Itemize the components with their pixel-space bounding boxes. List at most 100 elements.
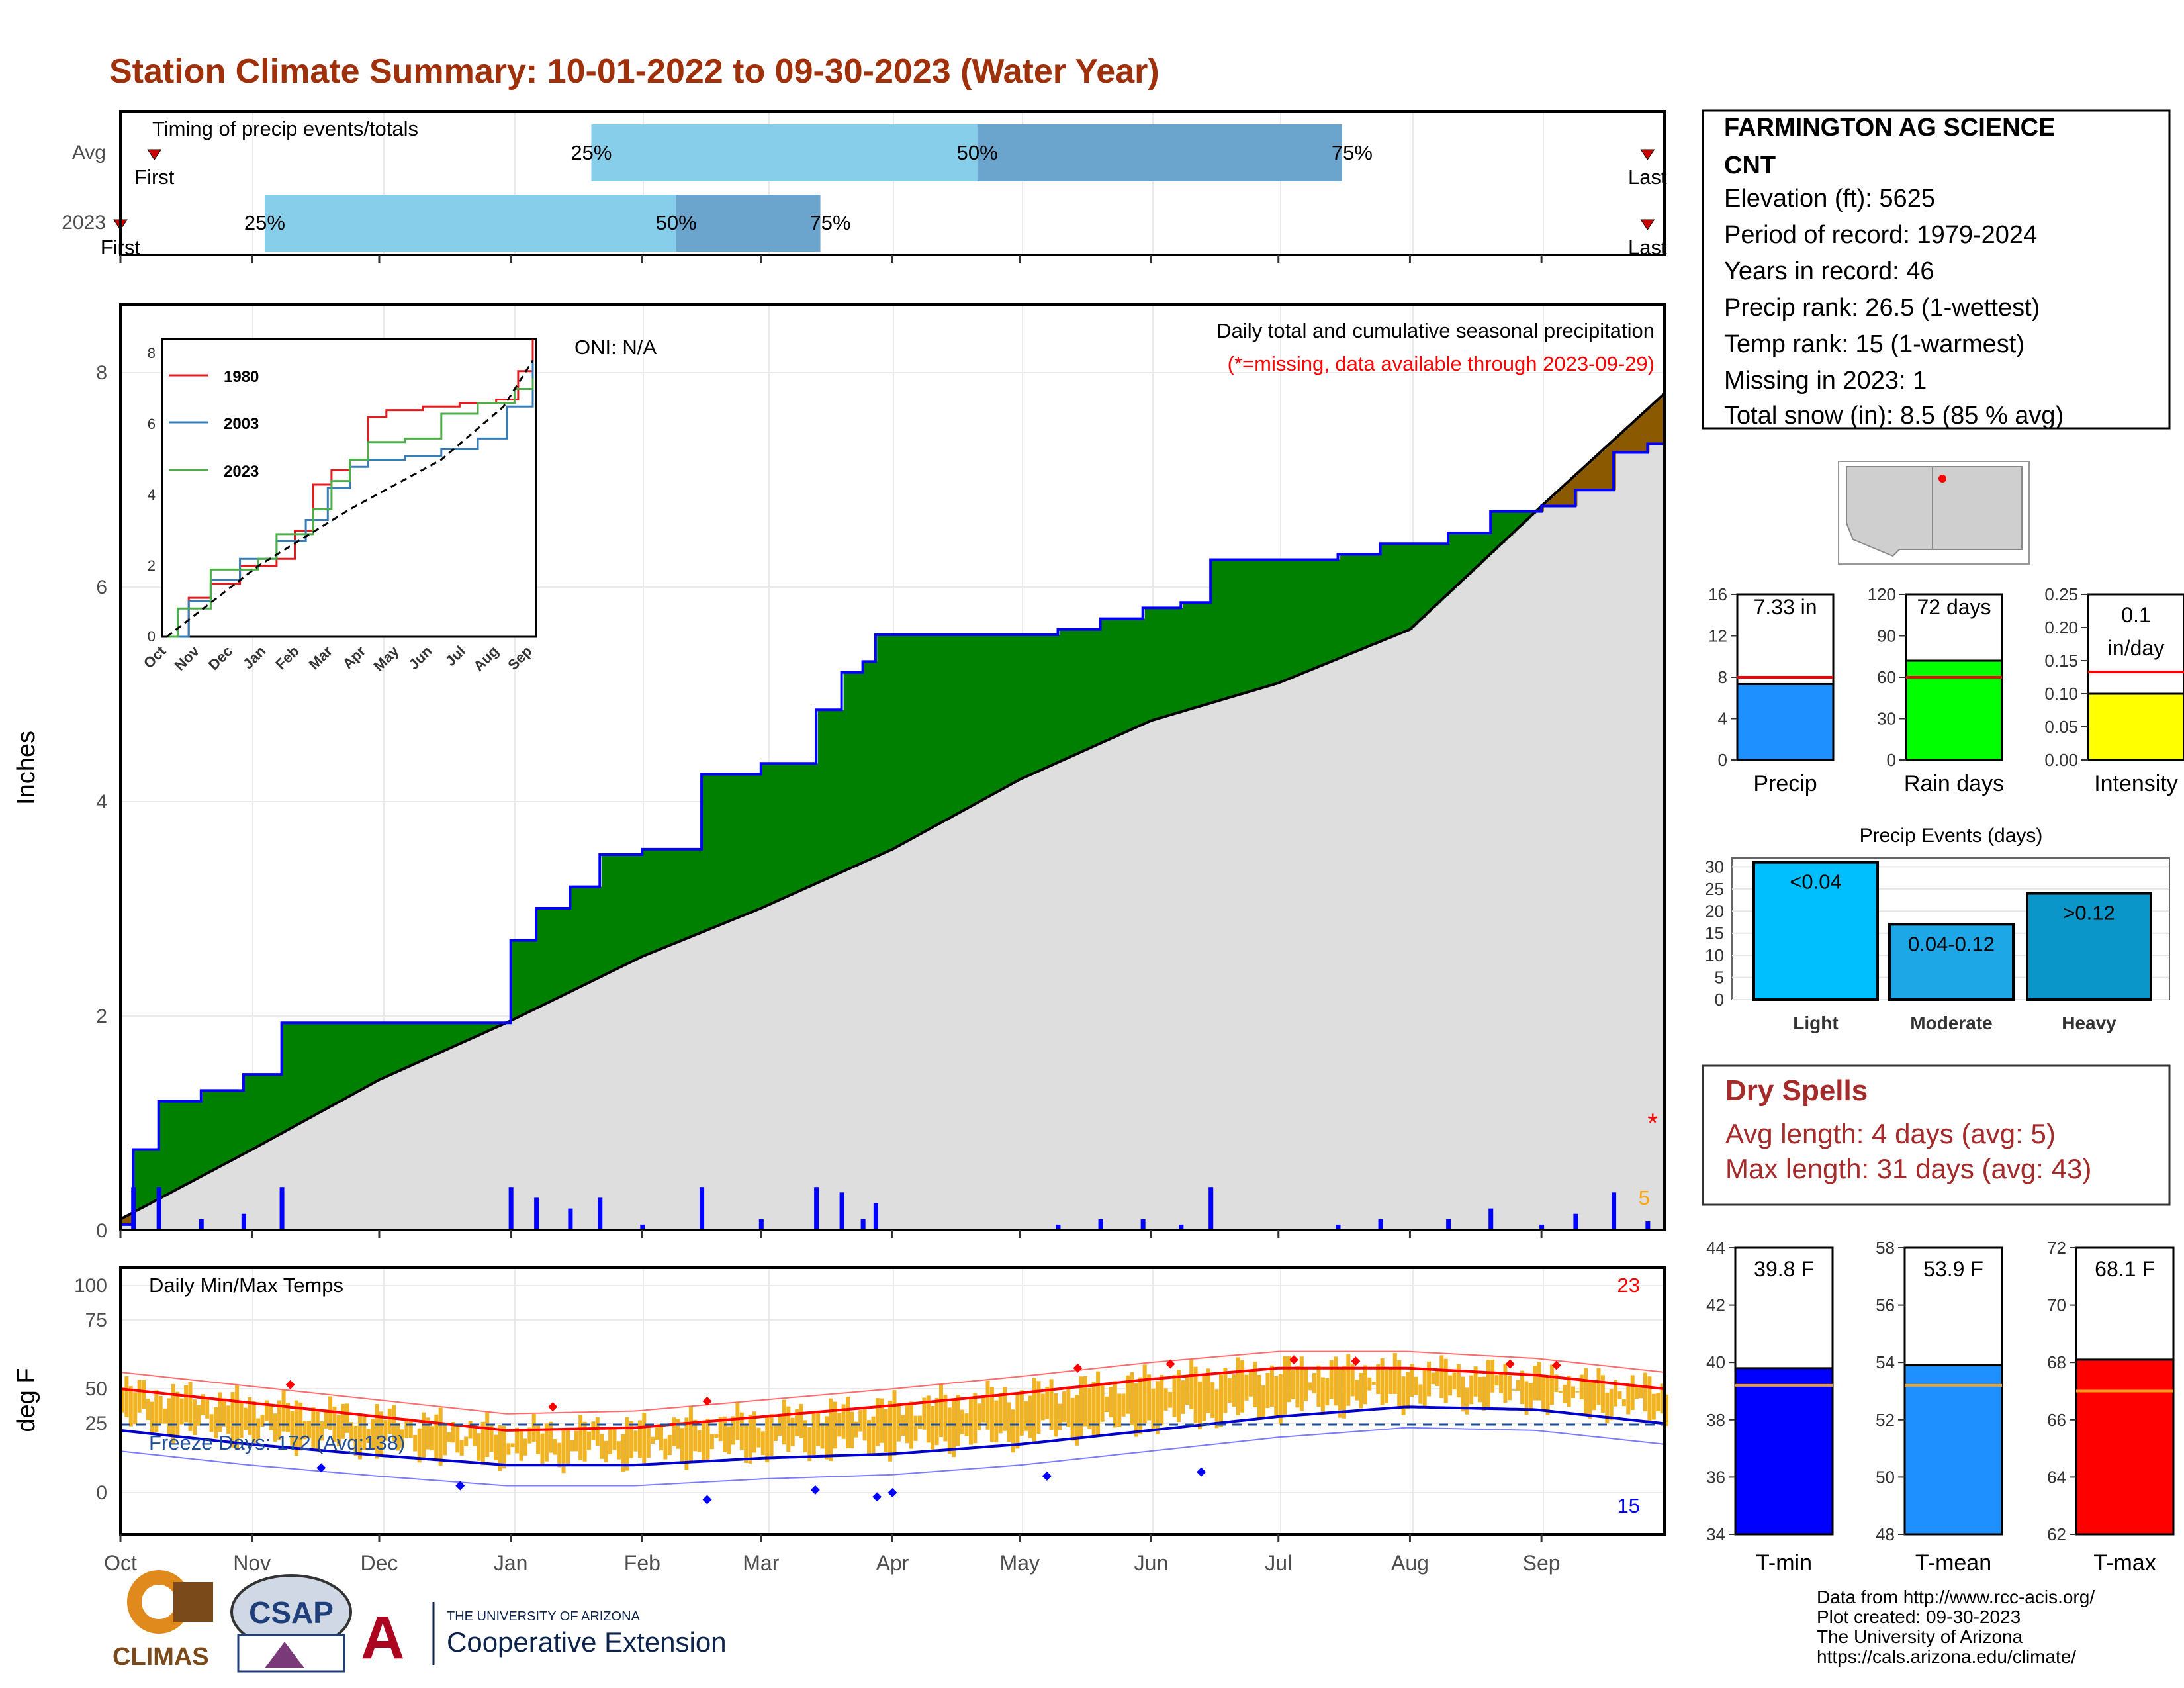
station-name-2: CNT [1724,152,1776,179]
departure-fill [1520,511,1524,526]
daily-temp-bar [782,1399,786,1445]
departure-fill [1350,554,1354,654]
departure-fill [790,763,793,896]
summary-bar-label: Precip [1753,771,1817,796]
departure-fill [1227,559,1230,698]
event-bar [1888,923,2015,1001]
departure-fill [352,1023,355,1095]
departure-fill [768,763,772,905]
departure-fill [697,849,700,935]
daily-temp-bar [947,1407,952,1454]
daily-precip-bar [1208,1187,1214,1230]
daily-temp-bar [1499,1373,1503,1393]
departure-fill [1345,554,1349,656]
inset-legend: 1980 2003 2023 [169,368,259,481]
daily-temp-bar [281,1389,286,1432]
daily-temp-bar [1295,1366,1300,1408]
departure-fill [465,1023,469,1041]
daily-temp-bar [1363,1365,1367,1405]
month-label: Aug [1391,1551,1429,1575]
departure-fill [784,763,788,898]
departure-fill [1232,559,1236,697]
daily-temp-bar [1100,1383,1105,1422]
departure-fill [959,634,963,813]
daily-temp-bar [1452,1372,1457,1390]
daily-temp-bar [515,1427,520,1454]
departure-fill [385,1023,388,1077]
departure-fill [205,1090,208,1174]
daily-temp-bar [417,1428,422,1463]
daily-temp-bar [171,1383,175,1444]
daily-temp-bar [124,1376,129,1417]
daily-precip-bar [279,1187,285,1230]
departure-fill [300,1023,304,1123]
departure-fill [1448,533,1451,594]
daily-temp-bar [1299,1356,1304,1411]
daily-temp-bar [735,1402,740,1440]
departure-fill [1422,543,1426,618]
daily-temp-bar [1075,1395,1079,1446]
daily-temp-bar [1549,1364,1554,1405]
daily-temp-bar [799,1403,803,1438]
daily-temp-bar [128,1386,133,1427]
departure-fill [1546,502,1549,506]
record-high-marker [548,1402,558,1412]
departure-fill [923,634,927,833]
daily-temp-bar [1507,1375,1512,1401]
departure-fill [933,634,937,827]
daily-temp-bar [977,1403,981,1430]
departure-fill [962,634,965,812]
daily-temp-bar [714,1434,719,1438]
timing-row-2023: 2023 [62,212,106,234]
departure-fill [926,634,929,831]
departure-fill [1631,424,1634,453]
departure-fill [396,1023,399,1072]
daily-temp-bar [269,1405,273,1430]
daily-precip-bar [1098,1219,1103,1230]
daily-temp-bar [1015,1395,1020,1449]
departure-fill [967,634,970,809]
daily-temp-bar [1478,1377,1482,1403]
daily-temp-bar [459,1440,464,1456]
daily-temp-bar [850,1411,854,1449]
departure-fill [825,710,829,880]
daily-temp-bar [1274,1376,1279,1417]
departure-fill [1031,634,1034,774]
departure-fill [1170,608,1173,715]
departure-fill [583,886,587,986]
daily-temp-bar [188,1382,193,1431]
departure-fill [625,855,628,965]
inset-month-label: Sep [504,643,535,673]
departure-fill [946,634,950,820]
departure-fill [794,763,798,894]
departure-fill [524,940,527,1014]
daily-temp-bar [277,1400,282,1440]
departure-fill [756,774,759,910]
departure-fill [460,1023,463,1044]
daily-temp-bar [209,1414,214,1432]
station-years: Years in record: 46 [1724,258,1934,285]
departure-fill [1414,543,1418,625]
departure-fill [805,763,808,889]
daily-temp-bar [1291,1370,1295,1399]
departure-fill [359,1023,363,1091]
event-bar [1752,861,1879,1001]
departure-fill [1273,559,1277,685]
departure-fill [339,1023,342,1102]
departure-fill [1152,608,1156,720]
departure-fill [1425,543,1428,616]
departure-fill [558,908,561,998]
daily-temp-bar [705,1419,710,1462]
daily-temp-bar [1287,1356,1291,1403]
departure-fill [496,1023,500,1027]
daily-temp-bar [1528,1383,1533,1411]
departure-fill [887,634,891,852]
daily-temp-bar [884,1409,888,1452]
departure-fill [1013,634,1017,783]
departure-fill [594,886,597,980]
summary-tick-label: 12 [1708,626,1727,646]
departure-fill [1435,543,1439,606]
daily-temp-bar [379,1411,383,1455]
departure-fill [972,634,976,806]
daily-temp-bar [1418,1384,1423,1404]
